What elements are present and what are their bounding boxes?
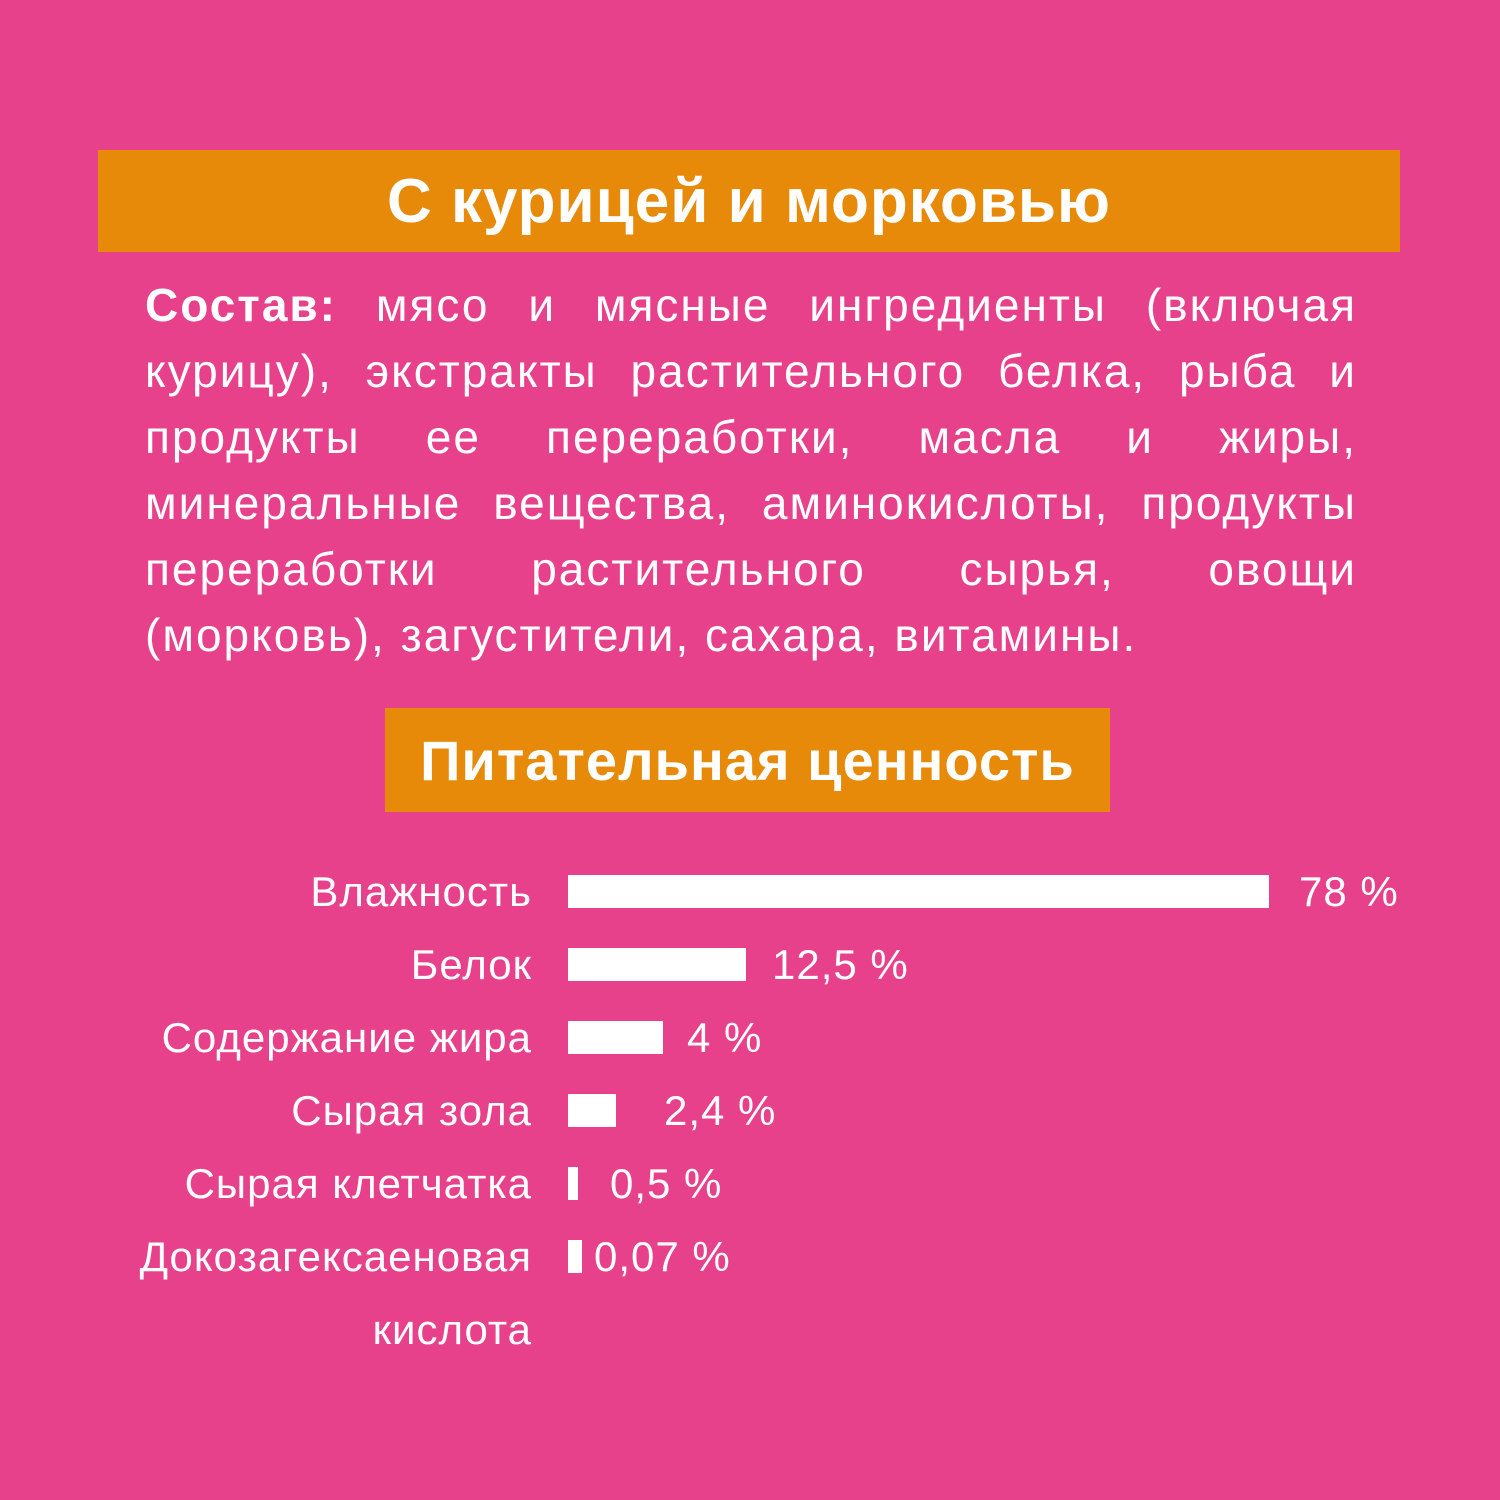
- chart-row: Содержание жира 4 %: [92, 1001, 1452, 1074]
- bar-label: Сырая зола: [291, 1087, 532, 1134]
- bar-value: 12,5 %: [772, 941, 909, 988]
- bar-value: 2,4 %: [664, 1087, 777, 1134]
- chart-row: Докозагексаеновая кислота 0,07 %: [92, 1220, 1452, 1366]
- composition-label: Состав:: [145, 279, 338, 331]
- bar-track: 0,5 %: [568, 1147, 722, 1220]
- nutrition-banner: Питательная ценность: [385, 708, 1110, 812]
- bar-label: Содержание жира: [161, 1014, 532, 1061]
- bar: [568, 1167, 578, 1200]
- flavor-banner: С курицей и морковью: [98, 150, 1400, 252]
- bar-label: Докозагексаеновая кислота: [139, 1233, 532, 1353]
- bar: [568, 1094, 616, 1127]
- bar-value: 0,07 %: [594, 1233, 731, 1280]
- nutrition-banner-label: Питательная ценность: [420, 728, 1075, 792]
- composition-body: мясо и мясные ингредиенты (включая куриц…: [145, 279, 1358, 661]
- bar-value: 4 %: [687, 1014, 763, 1061]
- bar-track: 2,4 %: [568, 1074, 776, 1147]
- bar-label: Белок: [410, 941, 532, 988]
- nutrition-bar-chart: Влажность 78 % Белок 12,5 % Содержание жира 4…: [92, 855, 1452, 1366]
- bar-track: 78 %: [568, 855, 1399, 928]
- bar-track: 0,07 %: [568, 1220, 731, 1293]
- chart-row: Белок 12,5 %: [92, 928, 1452, 1001]
- bar: [568, 1240, 582, 1273]
- bar-track: 12,5 %: [568, 928, 909, 1001]
- bar: [568, 1021, 663, 1054]
- bar-label: Влажность: [310, 868, 532, 915]
- flavor-banner-label: С курицей и морковью: [386, 166, 1111, 236]
- bar: [568, 948, 746, 981]
- bar-label: Сырая клетчатка: [184, 1160, 532, 1207]
- chart-row: Влажность 78 %: [92, 855, 1452, 928]
- chart-row: Сырая зола 2,4 %: [92, 1074, 1452, 1147]
- bar-track: 4 %: [568, 1001, 762, 1074]
- bar: [568, 875, 1269, 908]
- bar-value: 78 %: [1299, 868, 1399, 915]
- bar-value: 0,5 %: [610, 1160, 723, 1207]
- composition-text: Состав: мясо и мясные ингредиенты (включ…: [145, 272, 1357, 668]
- chart-row: Сырая клетчатка 0,5 %: [92, 1147, 1452, 1220]
